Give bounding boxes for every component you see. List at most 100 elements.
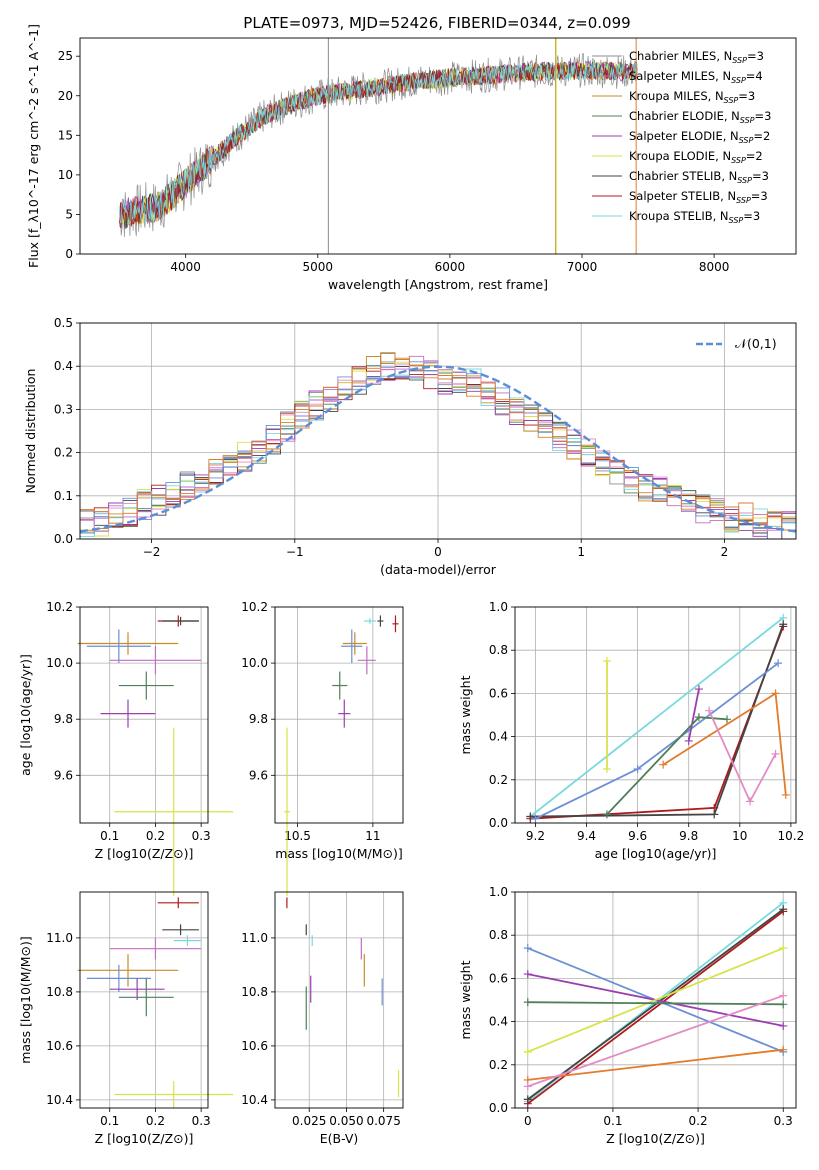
- weight-marker: [779, 991, 788, 1000]
- weight-line: [708, 710, 777, 804]
- y-tick-label: 10.2: [241, 600, 268, 614]
- y-tick-label: 9.8: [54, 712, 73, 726]
- axes-frame: [79, 891, 209, 1109]
- y-axis-label: age [log10(age/yr)]: [18, 654, 33, 776]
- x-axis-label: Z [log10(Z/Z⊙)]: [95, 1131, 194, 1146]
- axes-frame: [274, 891, 404, 1109]
- panel-mass-vs-ebv: 0.025 0.050 0.075 10.4 10.6 10.8 11.0 E(B-V): [241, 891, 404, 1146]
- histogram-step: [80, 366, 796, 534]
- y-tick-label: 25: [58, 49, 73, 63]
- x-tick-label: 10.2: [778, 829, 805, 843]
- legend-label: Salpeter ELODIE, NSSP=2: [629, 129, 770, 145]
- x-tick-label: 7000: [567, 260, 598, 274]
- x-tick-label: 0.075: [366, 1114, 400, 1128]
- legend-label: 𝒩(0,1): [735, 336, 777, 351]
- weight-marker: [694, 713, 703, 722]
- x-tick-label: 8000: [699, 260, 730, 274]
- panel-spectrum: 4000 5000 6000 7000 8000 0 5 10 15 20 25 wavelength…: [26, 24, 797, 292]
- weight-marker: [781, 790, 790, 799]
- x-tick-label: 2: [721, 545, 729, 559]
- x-tick-label: 0.1: [100, 1114, 119, 1128]
- x-tick-label: 9.8: [679, 829, 698, 843]
- x-tick-label: 9.4: [577, 829, 596, 843]
- weight-marker: [779, 905, 788, 914]
- spectrum-line: [119, 61, 638, 225]
- weight-marker: [633, 765, 642, 773]
- weight-line: [527, 1048, 784, 1081]
- legend-label: Kroupa ELODIE, NSSP=2: [629, 149, 763, 165]
- y-tick-label: 5: [65, 207, 73, 221]
- y-tick-label: 0.6: [489, 971, 508, 985]
- y-tick-label: 0.0: [489, 816, 508, 830]
- weight-marker: [779, 1045, 788, 1054]
- x-tick-label: 11: [365, 829, 380, 843]
- weight-marker: [531, 814, 540, 823]
- y-axis-label: Normed distribution: [23, 369, 38, 494]
- y-tick-label: 0.6: [489, 686, 508, 700]
- x-tick-label: 0.3: [774, 1114, 793, 1128]
- y-tick-label: 0.0: [54, 532, 73, 546]
- y-tick-label: 10.4: [46, 1093, 73, 1107]
- weight-marker: [523, 1082, 532, 1091]
- weight-line: [687, 688, 700, 742]
- x-tick-label: 1: [577, 545, 585, 559]
- legend-label: Kroupa MILES, NSSP=3: [629, 89, 755, 105]
- legend-label: Chabrier STELIB, NSSP=3: [629, 169, 769, 185]
- y-tick-label: 10.8: [46, 985, 73, 999]
- y-tick-label: 10.6: [241, 1039, 268, 1053]
- weight-marker: [523, 1047, 532, 1056]
- x-axis-label: Z [log10(Z/Z⊙)]: [606, 1131, 705, 1146]
- y-tick-label: 9.8: [249, 712, 268, 726]
- weight-line: [527, 947, 784, 1053]
- y-tick-label: 11.0: [241, 931, 268, 945]
- axes-frame: [79, 37, 797, 255]
- x-axis-label: E(B-V): [320, 1131, 359, 1146]
- normal-curve: [79, 365, 797, 533]
- x-tick-label: 9.2: [526, 829, 545, 843]
- panel-age-vs-mass: 10.5 11 9.6 9.8 10.0 10.2 mass [log10(M/M⊙)]: [241, 600, 404, 896]
- x-tick-label: 10: [732, 829, 747, 843]
- weight-marker: [602, 765, 611, 773]
- spectrum-line: [119, 61, 638, 229]
- spectrum-line: [119, 53, 638, 238]
- weight-marker: [523, 1095, 532, 1104]
- x-tick-label: 0.050: [329, 1114, 363, 1128]
- x-tick-label: 0.025: [292, 1114, 326, 1128]
- x-tick-label: 0.2: [146, 1114, 165, 1128]
- weight-marker: [771, 749, 780, 758]
- y-tick-label: 0.2: [489, 773, 508, 787]
- x-tick-label: 9.6: [628, 829, 647, 843]
- weight-marker: [779, 620, 788, 629]
- weight-marker: [779, 1021, 788, 1030]
- y-tick-label: 0.8: [489, 643, 508, 657]
- x-tick-label: 10.5: [284, 829, 311, 843]
- weight-marker: [694, 685, 703, 694]
- y-tick-label: 10.4: [241, 1093, 268, 1107]
- weight-marker: [659, 760, 668, 769]
- weight-line: [529, 617, 784, 818]
- weight-marker: [771, 689, 780, 698]
- weight-marker: [526, 812, 535, 821]
- x-tick-label: −1: [286, 545, 304, 559]
- x-tick-label: 0.3: [192, 1114, 211, 1128]
- weight-line: [527, 908, 784, 1101]
- weight-marker: [602, 657, 611, 665]
- y-tick-label: 10.0: [241, 656, 268, 670]
- y-tick-label: 0.8: [489, 928, 508, 942]
- panel-residuals: −2 −1 0 1 2 0.0 0.1 0.2 0.3 0.4 0.5 (data-model)/er…: [23, 316, 797, 577]
- weight-marker: [705, 706, 714, 715]
- weight-marker: [523, 970, 532, 979]
- x-tick-label: 4000: [170, 260, 201, 274]
- histogram-step: [80, 352, 796, 531]
- figure-title: PLATE=0973, MJD=52426, FIBERID=0344, z=0…: [243, 14, 630, 32]
- panel-mass-vs-Z: 0.1 0.2 0.3 10.4 10.6 10.8 11.0 Z [log10(Z/Z⊙)]…: [18, 891, 234, 1146]
- y-tick-label: 0.5: [54, 316, 73, 330]
- x-tick-label: 0: [524, 1114, 532, 1128]
- weight-marker: [523, 998, 532, 1007]
- weight-marker: [602, 810, 611, 819]
- y-tick-label: 10.0: [46, 656, 73, 670]
- axes-frame: [514, 891, 797, 1109]
- y-tick-label: 15: [58, 128, 73, 142]
- weight-marker: [523, 944, 532, 953]
- weight-marker: [746, 797, 755, 806]
